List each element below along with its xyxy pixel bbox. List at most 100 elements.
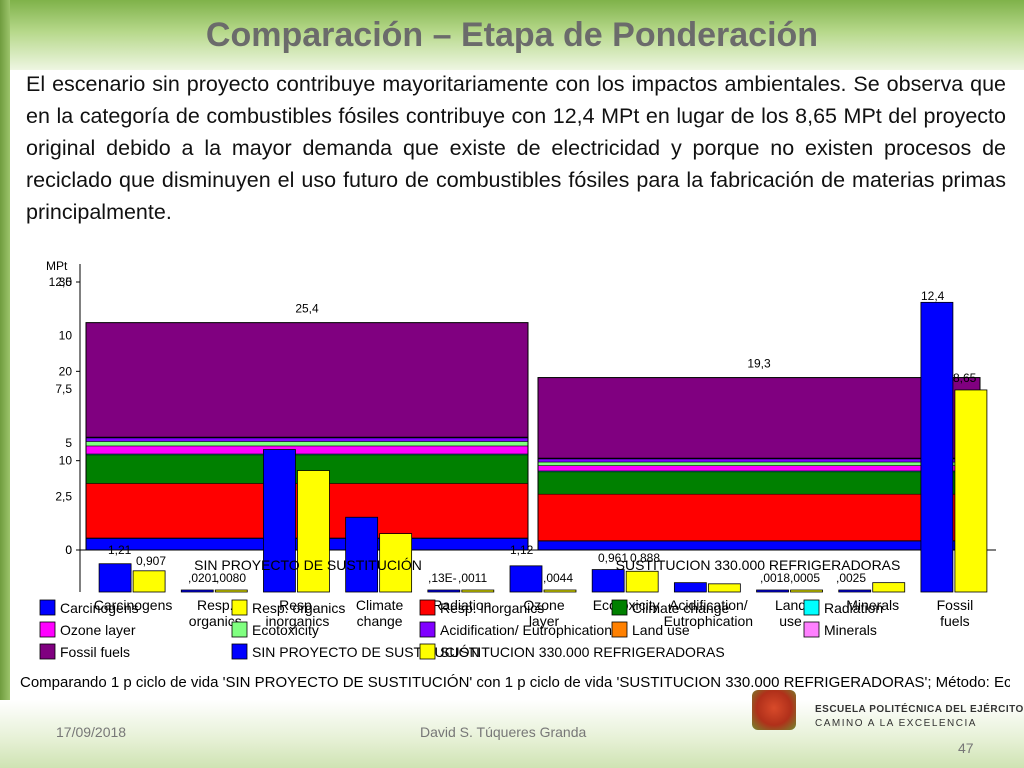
grouped-bar: [263, 449, 296, 593]
grouped-ytick-label: 0: [65, 543, 72, 557]
grouped-category-label: Carcinogens: [94, 597, 173, 613]
chart-caption: Comparando 1 p ciclo de vida 'SIN PROYEC…: [20, 674, 1010, 691]
grouped-bar: [345, 516, 379, 593]
stacked-bar-segment: [85, 441, 529, 447]
legend-swatch: [39, 599, 56, 616]
grouped-bar: [591, 569, 625, 593]
stacked-bar-segment: [85, 445, 529, 455]
grouped-bar: [954, 389, 988, 593]
slide-title: Comparación – Etapa de Ponderación: [205, 16, 819, 54]
slide-header-band: [0, 0, 1024, 70]
slide-footer-band: [0, 700, 1024, 768]
grouped-data-label: 8,65: [953, 371, 977, 385]
grouped-category-label: Radiation: [432, 597, 491, 613]
grouped-ytick-label: 5: [65, 436, 72, 450]
legend-label: Fossil fuels: [60, 644, 130, 660]
legend-label: Climate change: [632, 600, 729, 616]
grouped-ytick-label: 10: [59, 329, 73, 343]
slide-body-text: El escenario sin proyecto contribuye may…: [26, 72, 1006, 224]
footer-author: David S. Túqueres Granda: [420, 724, 587, 740]
grouped-bar: [427, 589, 461, 593]
legend-label: Ozone layer: [60, 622, 136, 638]
stacked-bar-segment: [537, 377, 981, 459]
legend-label: Resp. organics: [252, 600, 345, 616]
legend-swatch: [803, 599, 820, 616]
stacked-bar-segment: [537, 540, 981, 551]
stacked-category-label: SIN PROYECTO DE SUSTITUCIÓN: [194, 557, 422, 573]
legend-swatch: [231, 599, 248, 616]
grouped-bar: [673, 582, 707, 593]
grouped-data-label: ,0005: [790, 571, 820, 585]
legend-label: SUSTITUCION 330.000 REFRIGERADORAS: [440, 644, 725, 660]
stacked-bar-segment: [537, 493, 981, 541]
legend-swatch: [39, 621, 56, 638]
grouped-category-label: fuels: [940, 613, 970, 629]
grouped-bar: [297, 470, 330, 593]
grouped-data-label: 0,907: [136, 554, 166, 568]
grouped-category-label: Minerals: [846, 597, 899, 613]
page-number: 47: [958, 740, 974, 756]
grouped-bar: [180, 589, 214, 593]
grouped-bar: [214, 589, 248, 593]
stacked-bar-segment: [85, 437, 529, 442]
grouped-data-label: ,13E-: [428, 571, 457, 585]
stacked-bar-segment: [537, 461, 981, 466]
grouped-bar: [872, 582, 906, 593]
chart-container: MPt 0 10 20 30 25,4 19,3 0 2,5 5 7,5 10 12,5 Carcinog…: [18, 252, 1013, 697]
grouped-bar: [509, 565, 543, 593]
grouped-bar: [461, 589, 495, 593]
grouped-category-label: Land: [775, 597, 806, 613]
grouped-category-label: Acidification/: [669, 597, 748, 613]
grouped-data-label: ,0011: [458, 571, 487, 585]
grouped-data-label: 12,4: [921, 289, 945, 303]
grouped-category-label: layer: [529, 613, 560, 629]
grouped-data-label: ,0018: [760, 571, 790, 585]
chart-svg: MPt010203025,419,302,557,51012,5Carcinog…: [39, 259, 996, 660]
grouped-bar: [98, 563, 132, 593]
legend-swatch: [231, 621, 248, 638]
grouped-data-label: ,0080: [216, 571, 246, 585]
stacked-category-label: SUSTITUCION 330.000 REFRIGERADORAS: [616, 557, 901, 573]
legend-label: Minerals: [824, 622, 877, 638]
logo-line-1: ESCUELA POLITÉCNICA DEL EJÉRCITO: [815, 704, 1024, 715]
legend-swatch: [803, 621, 820, 638]
stacked-bar-segment: [537, 471, 981, 495]
legend-label: Ecotoxicity: [252, 622, 319, 638]
footer-date: 17/09/2018: [56, 724, 127, 740]
grouped-data-label: ,0044: [543, 571, 573, 585]
grouped-category-label: Eutrophication: [664, 613, 754, 629]
grouped-category-label: Climate: [356, 597, 404, 613]
grouped-bar: [838, 589, 872, 593]
grouped-category-label: Fossil: [937, 597, 974, 613]
stacked-bar-segment: [537, 458, 981, 463]
legend-swatch: [419, 599, 436, 616]
legend-swatch: [611, 599, 628, 616]
stacked-bar-segment: [85, 322, 529, 438]
grouped-bar: [132, 570, 166, 593]
university-seal-icon: [752, 690, 796, 730]
grouped-bar: [625, 570, 659, 593]
stacked-ytick-label: 0: [65, 543, 72, 557]
grouped-category-label: inorganics: [266, 613, 330, 629]
grouped-data-label: ,0201: [188, 571, 218, 585]
legend-swatch: [611, 621, 628, 638]
grouped-data-label: 0,888: [630, 551, 660, 565]
grouped-category-label: Resp.: [197, 597, 234, 613]
y-axis-unit-label: MPt: [46, 259, 68, 273]
grouped-ytick-label: 12,5: [49, 275, 73, 289]
grouped-bar: [756, 589, 789, 593]
grouped-bar: [543, 589, 577, 593]
legend-label: Resp. inorganics: [440, 600, 544, 616]
grouped-data-label: 0,961: [598, 551, 628, 565]
grouped-ytick-label: 2,5: [55, 489, 72, 503]
grouped-ytick-label: 7,5: [55, 382, 72, 396]
grouped-data-label: 1,21: [108, 543, 132, 557]
legend-swatch: [39, 643, 56, 660]
slide-left-bar: [0, 0, 10, 768]
stacked-bar-total-label: 19,3: [747, 357, 771, 371]
grouped-bar: [790, 589, 823, 593]
grouped-bar: [379, 533, 413, 593]
grouped-category-label: organics: [189, 613, 242, 629]
stacked-ytick-label: 10: [59, 454, 73, 468]
grouped-bar: [707, 583, 741, 593]
